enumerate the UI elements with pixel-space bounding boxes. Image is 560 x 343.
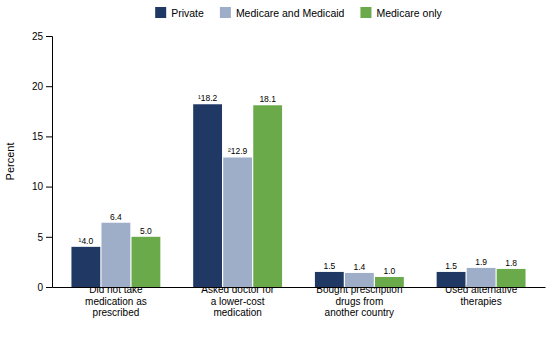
- bar: [315, 272, 344, 287]
- bar: [375, 277, 404, 287]
- x-tick-label: Did not takemedication asprescribed: [85, 284, 147, 318]
- data-label: 1.0: [383, 266, 395, 276]
- bar: [437, 272, 466, 287]
- legend-item: Medicare only: [360, 7, 442, 19]
- bar: [345, 273, 374, 287]
- x-tick-label-line: prescribed: [93, 307, 140, 318]
- y-axis-title: Percent: [4, 143, 16, 181]
- y-tick-label: 15: [32, 131, 44, 142]
- data-label: 6.4: [110, 212, 122, 222]
- x-tick-label: Used alternativetherapies: [445, 284, 518, 307]
- bars: [71, 104, 525, 287]
- x-tick-label-line: a lower-cost: [211, 296, 265, 307]
- x-tick: Bought prescriptiondrugs fromanother cou…: [316, 284, 402, 318]
- bar: [467, 268, 496, 287]
- y-tick: 15: [32, 131, 52, 142]
- data-label: 18.1: [259, 94, 276, 104]
- chart-svg: 0 5 10 15 20 25 Did not takemedication aspresc…: [0, 0, 560, 343]
- legend-item: Medicare and Medicaid: [220, 7, 345, 19]
- x-tick: Used alternativetherapies: [445, 284, 518, 307]
- bar: [71, 247, 100, 287]
- x-tick-label-line: another country: [325, 307, 395, 318]
- x-tick-label-line: medication: [213, 307, 261, 318]
- x-tick: Asked doctor fora lower-costmedication: [201, 284, 274, 318]
- x-tick-label-line: medication as: [85, 296, 147, 307]
- plot-area: 0 5 10 15 20 25 Did not takemedication aspresc…: [4, 31, 546, 318]
- y-axis-line: [46, 37, 53, 288]
- legend-swatch: [155, 7, 166, 18]
- x-tick-label-line: drugs from: [335, 296, 383, 307]
- data-label: 1.9: [475, 257, 487, 267]
- legend-label: Private: [171, 7, 204, 19]
- bar-series: [101, 157, 495, 287]
- x-tick-label-line: therapies: [461, 296, 502, 307]
- bar: [253, 105, 282, 287]
- y-tick: 0: [37, 282, 52, 293]
- data-label: 1.8: [505, 258, 517, 268]
- y-tick: 5: [37, 232, 52, 243]
- data-label: ¹18.2: [198, 93, 218, 103]
- x-tick-label: Asked doctor fora lower-costmedication: [201, 284, 274, 318]
- data-label: ²12.9: [228, 146, 248, 156]
- bar: [132, 237, 161, 287]
- y-tick-mark: [46, 187, 52, 188]
- y-tick-mark: [46, 36, 52, 37]
- data-label: 1.5: [445, 261, 457, 271]
- data-labels: ¹4.0 ¹18.2 1.5 1.5 6.4 ²12.9 1.4 1.9 5.0 18.1 1.0 1…: [79, 93, 518, 276]
- y-tick-label: 0: [37, 282, 43, 293]
- y-tick-mark: [46, 86, 52, 87]
- x-tick: Did not takemedication asprescribed: [85, 284, 147, 318]
- bar-series: [71, 104, 465, 287]
- y-tick: 25: [32, 31, 52, 42]
- data-label: ¹4.0: [79, 236, 94, 246]
- bar: [223, 157, 252, 287]
- x-axis: Did not takemedication asprescribed Asked…: [53, 284, 546, 318]
- data-label: 5.0: [140, 226, 152, 236]
- bar-series: [132, 105, 526, 287]
- legend: Private Medicare and Medicaid Medicare onl…: [155, 7, 442, 19]
- bar: [497, 269, 526, 287]
- y-tick-mark: [46, 136, 52, 137]
- legend-swatch: [360, 7, 371, 18]
- bar: [193, 104, 222, 287]
- y-tick-label: 10: [32, 181, 44, 192]
- y-tick: 20: [32, 81, 52, 92]
- y-tick-label: 25: [32, 31, 44, 42]
- legend-swatch: [220, 7, 231, 18]
- y-tick: 10: [32, 181, 52, 192]
- y-tick-label: 20: [32, 81, 44, 92]
- y-tick-mark: [46, 237, 52, 238]
- chart-container: 0 5 10 15 20 25 Did not takemedication aspresc…: [0, 0, 560, 343]
- bar: [101, 223, 130, 287]
- data-label: 1.4: [353, 262, 365, 272]
- y-tick-mark: [46, 287, 52, 288]
- x-tick-label: Bought prescriptiondrugs fromanother cou…: [316, 284, 402, 318]
- legend-label: Medicare only: [376, 7, 442, 19]
- data-label: 1.5: [323, 261, 335, 271]
- legend-label: Medicare and Medicaid: [236, 7, 345, 19]
- y-tick-label: 5: [37, 232, 43, 243]
- y-axis: 0 5 10 15 20 25: [32, 31, 53, 293]
- legend-item: Private: [155, 7, 204, 19]
